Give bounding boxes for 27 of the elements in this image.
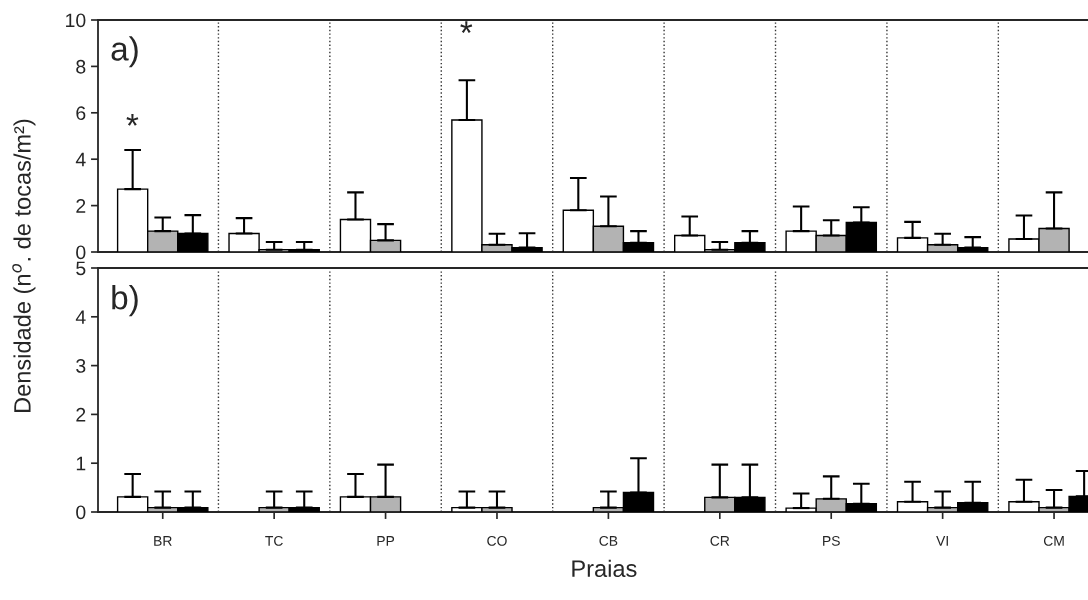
x-tick-label: PS [823, 535, 840, 546]
y-tick-label: 6 [76, 106, 86, 121]
y-tick-label: 4 [75, 310, 86, 324]
y-tick-label: 0 [76, 245, 86, 260]
x-tick-label: TC [265, 535, 283, 546]
y-axis-title: Densidade (n$^{o}$. de tocas/m²) [12, 119, 36, 412]
y-tick-label: 4 [75, 152, 86, 167]
y-tick-label: 5 [76, 261, 86, 276]
x-tick-label: PP [377, 536, 395, 546]
y-tick-label: 2 [76, 199, 86, 213]
y-tick-label: 3 [76, 359, 86, 373]
y-tick-label: 8 [76, 59, 86, 74]
y-tick-label: 10 [66, 13, 86, 28]
annotation: b) [112, 285, 138, 317]
y-tick-label: 2 [76, 407, 86, 422]
annotation: * [126, 114, 139, 126]
x-tick-label: CB [599, 535, 618, 546]
x-tick-label: CM [1043, 535, 1064, 546]
x-tick-label: CR [710, 535, 730, 546]
x-tick-label: VI [936, 536, 948, 546]
x-tick-label: CO [487, 535, 507, 546]
y-tick-label: 1 [76, 456, 86, 471]
annotation: a) [111, 36, 138, 68]
x-axis-title: Praias [572, 559, 637, 578]
y-tick-label: 0 [76, 505, 86, 520]
x-tick-label: BR [154, 536, 172, 546]
annotation: * [460, 21, 473, 33]
